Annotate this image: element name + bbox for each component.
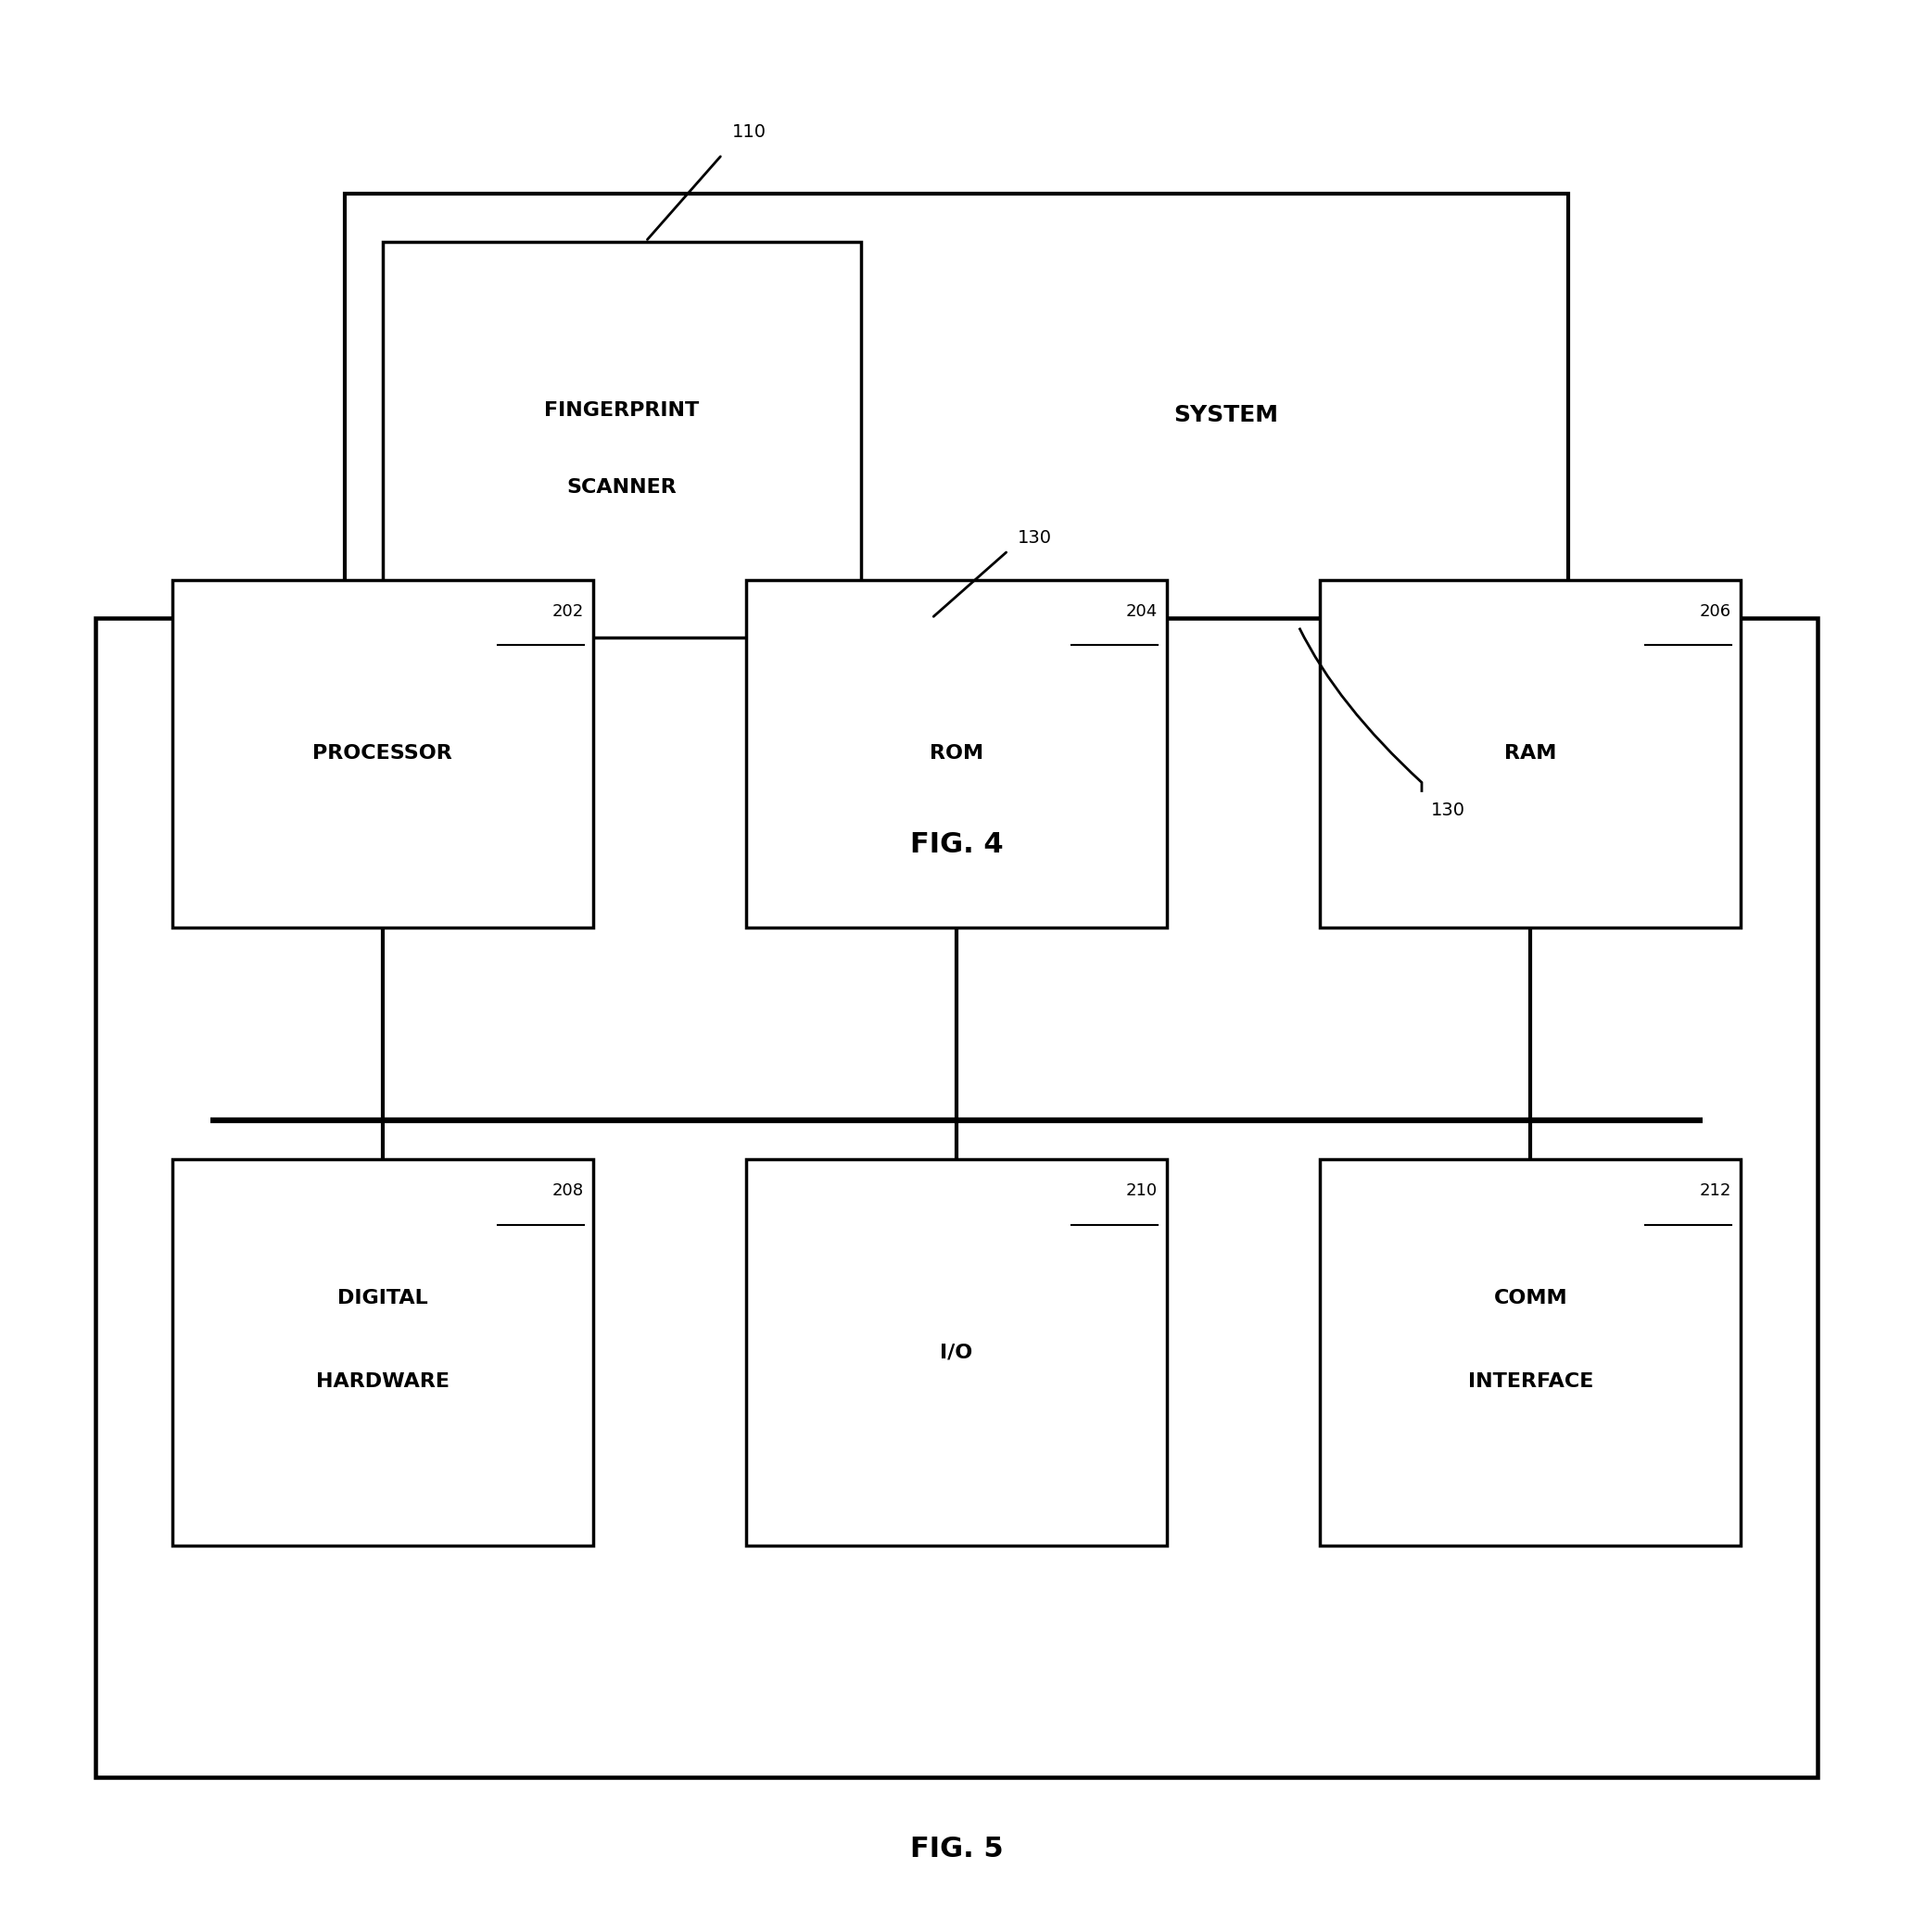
- Text: PROCESSOR: PROCESSOR: [312, 744, 453, 763]
- Text: DIGITAL: DIGITAL: [337, 1289, 429, 1308]
- Text: 212: 212: [1699, 1182, 1731, 1200]
- Text: 206: 206: [1699, 603, 1731, 620]
- Text: SCANNER: SCANNER: [566, 479, 677, 497]
- Text: FIG. 4: FIG. 4: [911, 831, 1002, 858]
- Text: COMM: COMM: [1494, 1289, 1567, 1308]
- FancyBboxPatch shape: [746, 580, 1167, 927]
- Text: SYSTEM: SYSTEM: [1173, 404, 1278, 427]
- Text: 110: 110: [731, 124, 765, 141]
- Text: 130: 130: [1431, 802, 1465, 819]
- Text: 208: 208: [551, 1182, 583, 1200]
- Text: RAM: RAM: [1504, 744, 1557, 763]
- Text: 202: 202: [551, 603, 583, 620]
- FancyBboxPatch shape: [344, 193, 1569, 676]
- Text: FINGERPRINT: FINGERPRINT: [543, 402, 700, 419]
- Text: I/O: I/O: [939, 1343, 974, 1362]
- Text: ROM: ROM: [930, 744, 983, 763]
- Text: 130: 130: [1018, 529, 1052, 547]
- FancyBboxPatch shape: [746, 1159, 1167, 1546]
- Text: FIG. 5: FIG. 5: [911, 1835, 1002, 1862]
- Text: HARDWARE: HARDWARE: [316, 1372, 450, 1391]
- FancyBboxPatch shape: [96, 618, 1817, 1777]
- Text: INTERFACE: INTERFACE: [1467, 1372, 1594, 1391]
- FancyBboxPatch shape: [1320, 580, 1741, 927]
- FancyBboxPatch shape: [172, 1159, 593, 1546]
- FancyBboxPatch shape: [383, 242, 861, 638]
- FancyBboxPatch shape: [1320, 1159, 1741, 1546]
- Text: 210: 210: [1125, 1182, 1157, 1200]
- FancyBboxPatch shape: [172, 580, 593, 927]
- Text: 204: 204: [1125, 603, 1157, 620]
